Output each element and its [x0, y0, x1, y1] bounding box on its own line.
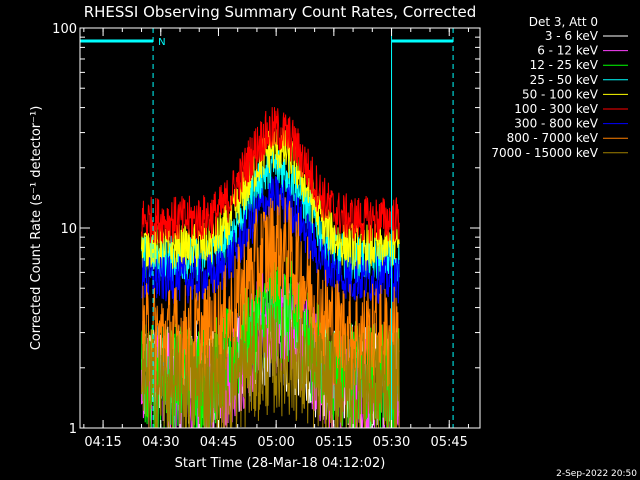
x-tick-label: 05:00 — [257, 435, 294, 450]
series-line-8 — [141, 304, 400, 428]
y-tick-label: 10 — [60, 222, 77, 237]
footer-date: 2-Sep-2022 20:50 — [556, 469, 637, 479]
x-tick-label: 05:15 — [315, 435, 352, 450]
y-axis-label: Corrected Count Rate (s⁻¹ detector⁻¹) — [29, 106, 44, 351]
legend-label: 50 - 100 keV — [522, 87, 599, 101]
series-layer — [141, 107, 400, 428]
series-line-7 — [141, 194, 400, 395]
y-axis: 1 10 100 — [52, 22, 480, 437]
legend-label: 800 - 7000 keV — [507, 131, 599, 145]
x-tick-label: 04:30 — [142, 435, 179, 450]
x-tick-label: 05:45 — [430, 435, 467, 450]
legend-label: 25 - 50 keV — [530, 73, 599, 87]
legend-label: 6 - 12 keV — [537, 44, 599, 58]
x-axis: 04:15 04:30 04:45 05:00 05:15 05:30 05:45 — [83, 28, 469, 450]
chart-title: RHESSI Observing Summary Count Rates, Co… — [84, 3, 477, 21]
x-tick-label: 04:45 — [200, 435, 237, 450]
x-axis-label: Start Time (28-Mar-18 04:12:02) — [175, 456, 386, 471]
night-layer: N — [80, 28, 454, 428]
x-tick-label: 04:15 — [84, 435, 121, 450]
y-tick-label: 100 — [52, 22, 77, 37]
legend-title: Det 3, Att 0 — [529, 15, 598, 29]
legend-label: 12 - 25 keV — [530, 58, 599, 72]
legend-label: 7000 - 15000 keV — [491, 146, 598, 160]
legend-label: 100 - 300 keV — [514, 102, 598, 116]
y-tick-label: 1 — [69, 422, 77, 437]
night-label: N — [158, 37, 165, 48]
legend-label: 3 - 6 keV — [545, 29, 599, 43]
legend-label: 300 - 800 keV — [514, 117, 598, 131]
series-line-5 — [141, 107, 400, 244]
x-tick-label: 05:30 — [373, 435, 410, 450]
